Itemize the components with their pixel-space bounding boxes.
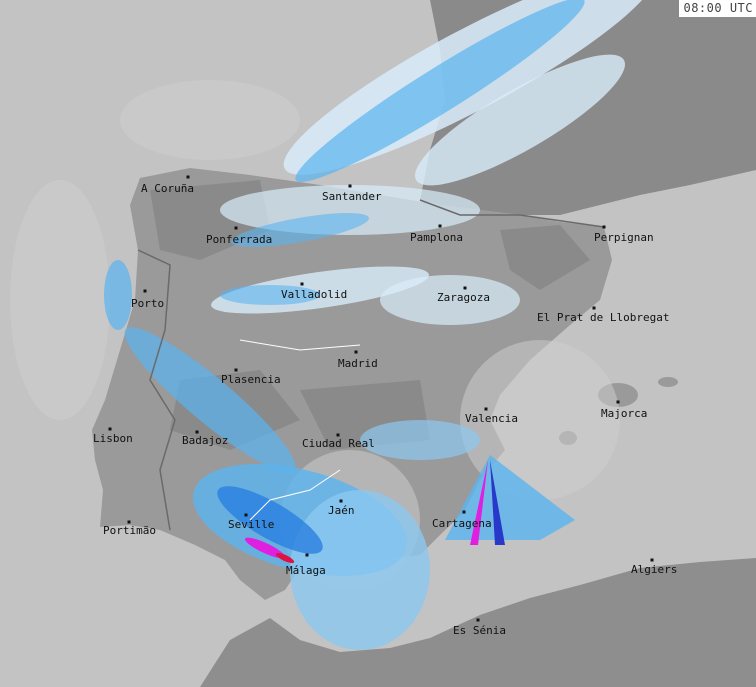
city-dot	[305, 553, 309, 557]
city-marker: Valencia	[465, 407, 518, 425]
city-dot	[234, 226, 238, 230]
city-marker: Jaén	[328, 499, 355, 517]
city-marker: Algiers	[631, 558, 677, 576]
timestamp: 08:00 UTC	[679, 0, 756, 17]
city-label: Pamplona	[410, 231, 463, 244]
city-dot	[476, 618, 480, 622]
city-label: Majorca	[601, 407, 647, 420]
city-dot	[348, 184, 352, 188]
borders	[137, 199, 605, 531]
city-marker: Zaragoza	[437, 286, 490, 304]
city-label: El Prat de Llobregat	[537, 311, 669, 324]
city-label: Plasencia	[221, 373, 281, 386]
city-dot	[339, 499, 343, 503]
city-dot	[462, 510, 466, 514]
city-label: Santander	[322, 190, 382, 203]
city-dot	[484, 407, 488, 411]
city-label: Seville	[228, 518, 274, 531]
city-marker: Málaga	[286, 553, 326, 577]
city-marker: Pamplona	[410, 224, 463, 244]
land-africa	[200, 558, 756, 687]
city-dot	[592, 306, 596, 310]
city-marker: Lisbon	[93, 427, 133, 445]
city-marker: Majorca	[601, 400, 647, 420]
island-menorca	[658, 377, 678, 387]
city-label: Badajoz	[182, 434, 228, 447]
city-marker: Santander	[322, 184, 382, 203]
city-marker: Madrid	[338, 350, 378, 370]
city-marker: Porto	[131, 289, 164, 310]
city-dot	[195, 430, 199, 434]
city-dot	[354, 350, 358, 354]
city-label: Zaragoza	[437, 291, 490, 304]
city-dot	[616, 400, 620, 404]
city-label: Valencia	[465, 412, 518, 425]
city-marker: Ponferrada	[206, 226, 272, 246]
city-marker: Ciudad Real	[302, 433, 375, 450]
city-label: Lisbon	[93, 432, 133, 445]
city-dot	[650, 558, 654, 562]
rivers	[239, 339, 361, 521]
city-label: Ponferrada	[206, 233, 272, 246]
city-marker: Valladolid	[281, 282, 347, 301]
city-marker: Plasencia	[221, 368, 281, 386]
land-relief	[150, 180, 590, 450]
city-dot	[244, 513, 248, 517]
city-label: Madrid	[338, 357, 378, 370]
city-marker: Badajoz	[182, 430, 228, 447]
city-label: Perpignan	[594, 231, 654, 244]
city-dot	[463, 286, 467, 290]
city-label: Porto	[131, 297, 164, 310]
city-dot	[108, 427, 112, 431]
city-dot	[143, 289, 147, 293]
city-label: Algiers	[631, 563, 677, 576]
city-dot	[300, 282, 304, 286]
city-dot	[602, 225, 606, 229]
city-marker: El Prat de Llobregat	[537, 306, 669, 324]
city-label: Cartagena	[432, 517, 492, 530]
city-label: Ciudad Real	[302, 437, 375, 450]
city-marker: Es Sénia	[453, 618, 506, 637]
city-label: Valladolid	[281, 288, 347, 301]
city-marker: A Coruña	[141, 175, 194, 195]
city-label: Málaga	[286, 564, 326, 577]
city-label: Jaén	[328, 504, 355, 517]
city-marker: Cartagena	[432, 510, 492, 530]
radar-echoes	[104, 0, 657, 650]
city-marker: Perpignan	[594, 225, 654, 244]
city-dot	[127, 520, 131, 524]
city-marker: Seville	[228, 513, 274, 531]
city-dot	[186, 175, 190, 179]
city-dot	[438, 224, 442, 228]
city-labels: A Coruña Santander Ponferrada Pamplona Perpi…	[93, 175, 677, 637]
city-label: A Coruña	[141, 182, 194, 195]
city-dot	[234, 368, 238, 372]
city-label: Es Sénia	[453, 624, 506, 637]
city-dot	[336, 433, 340, 437]
city-marker: Portimão	[103, 520, 156, 537]
city-label: Portimão	[103, 524, 156, 537]
